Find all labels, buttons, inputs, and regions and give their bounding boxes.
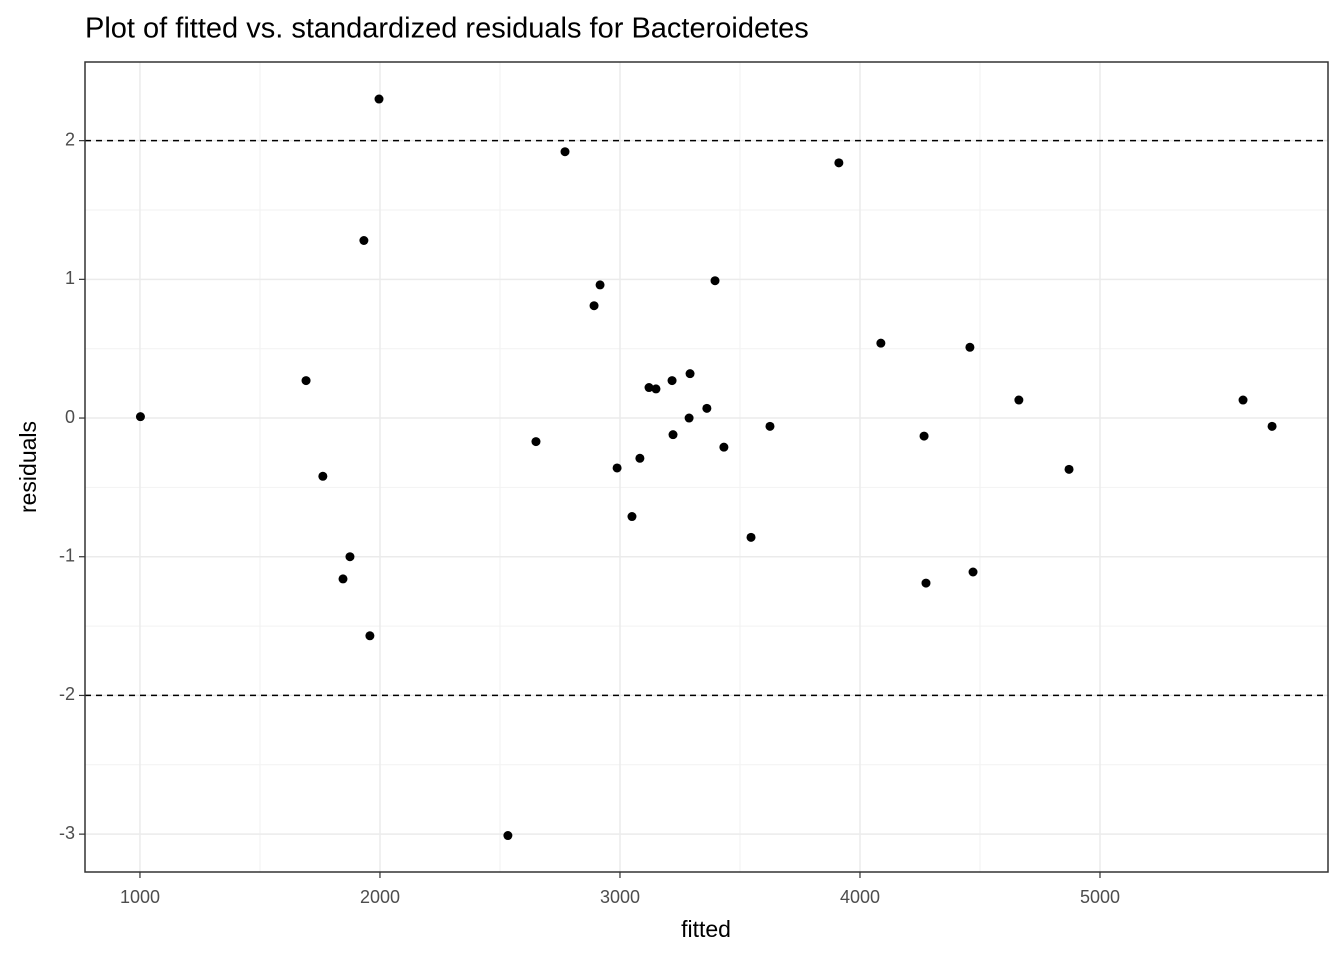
- x-tick-label: 2000: [360, 887, 400, 907]
- point: [301, 376, 311, 386]
- point: [359, 236, 369, 246]
- point: [834, 158, 844, 168]
- point: [644, 383, 654, 393]
- point: [345, 552, 355, 562]
- point: [965, 342, 975, 352]
- y-axis-label: residuals: [15, 421, 41, 513]
- point: [668, 430, 678, 440]
- y-tick-label: 0: [65, 407, 75, 427]
- y-tick-label: -3: [59, 823, 75, 843]
- x-tick-label: 1000: [120, 887, 160, 907]
- y-tick-label: 1: [65, 268, 75, 288]
- point: [765, 421, 775, 431]
- point: [921, 578, 931, 588]
- y-tick-label: -1: [59, 545, 75, 565]
- point: [919, 431, 929, 441]
- chart-title: Plot of fitted vs. standardized residual…: [85, 13, 809, 45]
- point: [685, 369, 695, 379]
- point: [1014, 395, 1024, 405]
- x-axis-label: fitted: [681, 916, 731, 942]
- x-tick-label: 3000: [600, 887, 640, 907]
- point: [719, 442, 729, 452]
- y-tick-label: 2: [65, 129, 75, 149]
- panel-border: [84, 61, 1329, 873]
- point: [710, 276, 720, 286]
- point: [702, 403, 712, 413]
- point: [374, 94, 384, 104]
- point: [365, 631, 375, 641]
- point: [560, 147, 570, 157]
- point: [338, 574, 348, 584]
- point: [589, 301, 599, 311]
- point: [684, 413, 694, 423]
- point: [1064, 464, 1074, 474]
- point: [651, 384, 661, 394]
- point: [635, 453, 645, 463]
- point: [667, 376, 677, 386]
- point: [612, 463, 622, 473]
- point: [746, 532, 756, 542]
- point: [318, 471, 328, 481]
- point: [968, 567, 978, 577]
- x-tick-label: 5000: [1080, 887, 1120, 907]
- point: [627, 512, 637, 522]
- x-tick-label: 4000: [840, 887, 880, 907]
- point: [876, 338, 886, 348]
- point: [135, 412, 145, 422]
- y-tick-label: -2: [59, 684, 75, 704]
- point: [1267, 421, 1277, 431]
- point: [595, 280, 605, 290]
- point: [531, 437, 541, 447]
- point: [1238, 395, 1248, 405]
- point: [503, 831, 513, 841]
